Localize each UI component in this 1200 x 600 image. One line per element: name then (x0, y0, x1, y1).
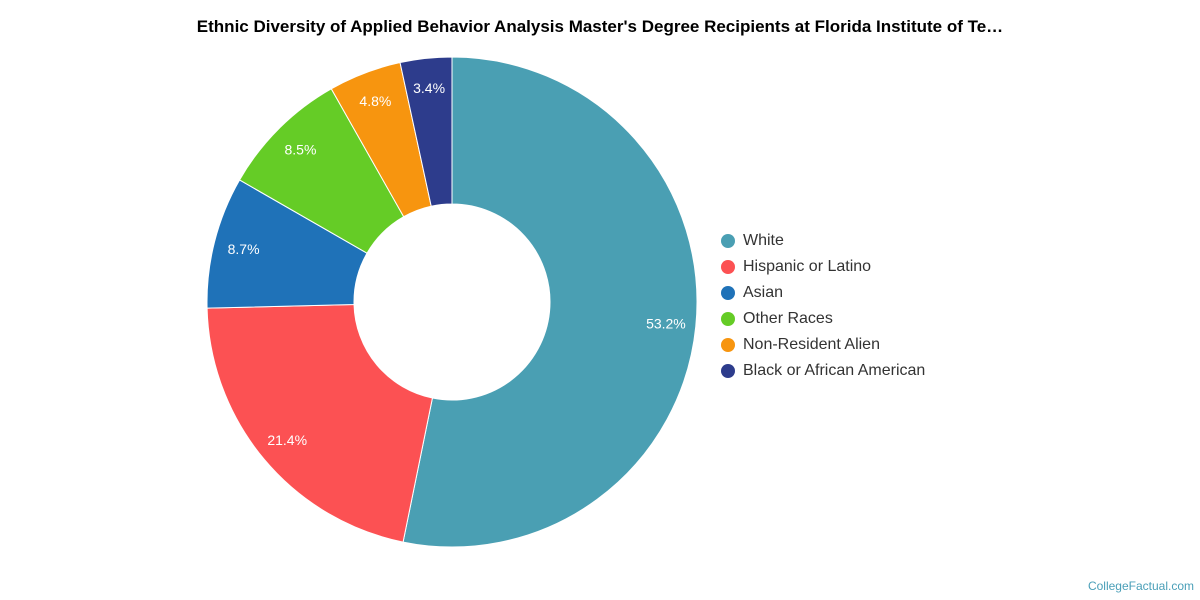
legend-label: White (743, 232, 784, 249)
data-label-non-resident-alien: 4.8% (359, 93, 391, 109)
legend-item[interactable]: Hispanic or Latino (721, 254, 925, 280)
legend-swatch-icon (721, 364, 735, 378)
legend-swatch-icon (721, 234, 735, 248)
data-label-hispanic-or-latino: 21.4% (267, 432, 307, 448)
legend-item[interactable]: Other Races (721, 306, 925, 332)
legend-item[interactable]: Black or African American (721, 358, 925, 384)
chart-title: Ethnic Diversity of Applied Behavior Ana… (196, 17, 1004, 36)
legend-label: Hispanic or Latino (743, 258, 872, 275)
data-label-other-races: 8.5% (284, 141, 316, 157)
legend-label: Black or African American (743, 362, 926, 379)
legend-swatch-icon (721, 286, 735, 300)
legend-item[interactable]: Non-Resident Alien (721, 332, 925, 358)
legend-label: Asian (743, 284, 784, 301)
slice-white[interactable] (402, 56, 698, 548)
data-label-white: 53.2% (646, 316, 686, 332)
data-label-asian: 8.7% (228, 241, 260, 257)
legend-label: Non-Resident Alien (743, 336, 880, 353)
slice-hispanic-or-latino[interactable] (206, 303, 434, 543)
legend-swatch-icon (721, 338, 735, 352)
data-label-black-or-african-american: 3.4% (413, 80, 445, 96)
legend-swatch-icon (721, 312, 735, 326)
slice-black-or-african-american[interactable] (399, 56, 453, 207)
legend-label: Other Races (743, 310, 833, 327)
chart-legend: White Hispanic or Latino Asian Other Races N… (721, 228, 925, 384)
legend-swatch-icon (721, 260, 735, 274)
watermark-link[interactable]: CollegeFactual.com (1087, 579, 1194, 593)
legend-item[interactable]: White (721, 228, 925, 254)
legend-item[interactable]: Asian (721, 280, 925, 306)
